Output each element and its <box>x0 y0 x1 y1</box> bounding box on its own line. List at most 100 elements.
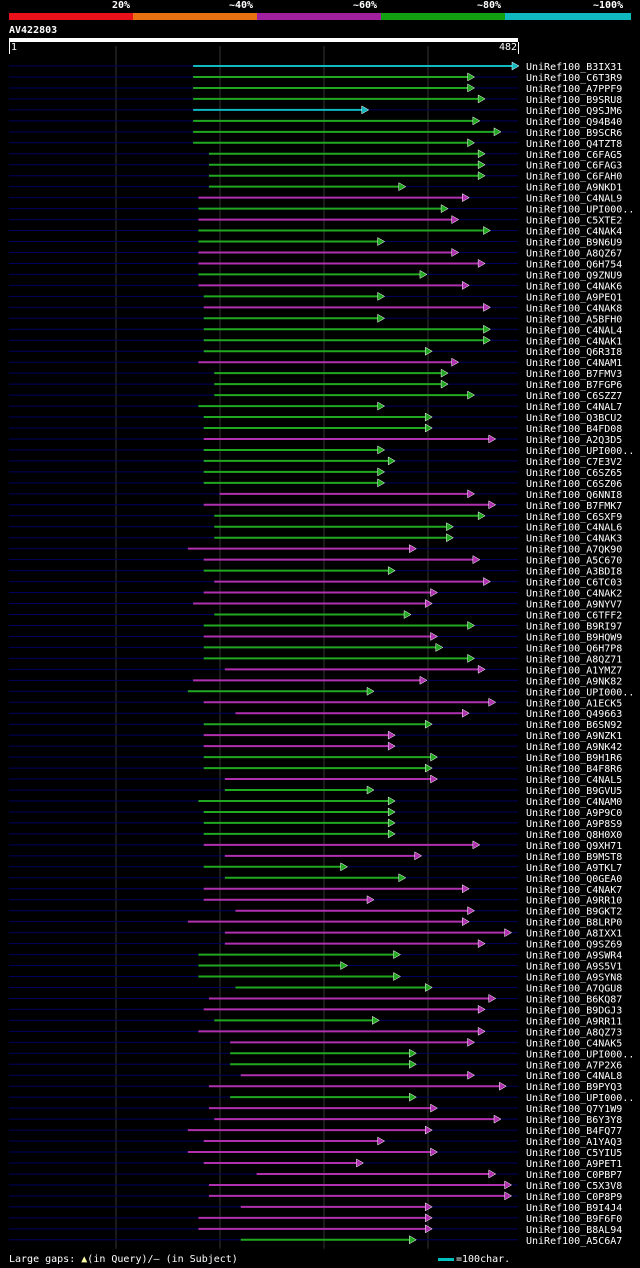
hit-label[interactable]: UniRef100_C4NAL5 <box>526 775 622 786</box>
hit-label[interactable]: UniRef100_A9NKD1 <box>526 183 622 194</box>
hit-label[interactable]: UniRef100_A1ECK5 <box>526 698 622 709</box>
hit-row[interactable]: UniRef100_Q6H7P8 <box>9 642 622 654</box>
hit-label[interactable]: UniRef100_A5C670 <box>526 556 622 567</box>
hit-row[interactable]: UniRef100_A9NZK1 <box>9 730 622 742</box>
hit-row[interactable]: UniRef100_C6FAG3 <box>9 160 622 172</box>
hit-label[interactable]: UniRef100_C6TFF2 <box>526 611 622 622</box>
hit-row[interactable]: UniRef100_B4FD08 <box>9 423 622 435</box>
hit-row[interactable]: UniRef100_B9PYQ3 <box>9 1081 622 1093</box>
hit-label[interactable]: UniRef100_A9P9C0 <box>526 808 622 819</box>
hit-row[interactable]: UniRef100_A2Q3D5 <box>9 434 622 446</box>
hit-label[interactable]: UniRef100_A8QZ67 <box>526 248 622 259</box>
hit-row[interactable]: UniRef100_B8AL94 <box>9 1224 622 1236</box>
hit-label[interactable]: UniRef100_A9PEQ1 <box>526 292 622 303</box>
hit-row[interactable]: UniRef100_A9NYV7 <box>9 599 622 611</box>
hit-label[interactable]: UniRef100_A9P8S9 <box>526 819 622 830</box>
hit-label[interactable]: UniRef100_Q8H0X0 <box>526 830 622 841</box>
hit-label[interactable]: UniRef100_A7P2X6 <box>526 1060 622 1071</box>
hit-label[interactable]: UniRef100_B8AL94 <box>526 1225 622 1236</box>
hit-row[interactable]: UniRef100_UPI000.. <box>9 204 634 216</box>
hit-label[interactable]: UniRef100_B9GVU5 <box>526 786 622 797</box>
hit-row[interactable]: UniRef100_B3IX31 <box>9 61 622 73</box>
hit-label[interactable]: UniRef100_A5C6A7 <box>526 1236 622 1247</box>
hit-row[interactable]: UniRef100_A9SWR4 <box>9 950 622 962</box>
hit-row[interactable]: UniRef100_C5YIU5 <box>9 1147 622 1159</box>
hit-label[interactable]: UniRef100_C7E3V2 <box>526 457 622 468</box>
hit-row[interactable]: UniRef100_B9HQW9 <box>9 632 622 643</box>
hit-label[interactable]: UniRef100_Q4TZT8 <box>526 139 622 150</box>
hit-row[interactable]: UniRef100_C4NAK5 <box>9 1037 622 1049</box>
hit-row[interactable]: UniRef100_C4NAK1 <box>9 335 622 347</box>
hit-row[interactable]: UniRef100_A8IXX1 <box>9 928 622 940</box>
hit-label[interactable]: UniRef100_C6TC03 <box>526 578 622 589</box>
hit-label[interactable]: UniRef100_B9MST8 <box>526 852 622 863</box>
hit-row[interactable]: UniRef100_Q94B40 <box>9 116 622 128</box>
hit-label[interactable]: UniRef100_Q7Y1W9 <box>526 1104 622 1115</box>
hit-row[interactable]: UniRef100_A8QZ67 <box>9 248 622 259</box>
hit-label[interactable]: UniRef100_A5BFH0 <box>526 314 622 325</box>
hit-label[interactable]: UniRef100_B9RI97 <box>526 621 622 632</box>
hit-row[interactable]: UniRef100_A9PET1 <box>9 1158 622 1170</box>
hit-label[interactable]: UniRef100_Q9SZ69 <box>526 940 622 951</box>
hit-label[interactable]: UniRef100_A9TKL7 <box>526 863 622 874</box>
hit-row[interactable]: UniRef100_B7FMK7 <box>9 500 622 512</box>
hit-row[interactable]: UniRef100_C6FAH0 <box>9 171 622 183</box>
hit-label[interactable]: UniRef100_A8IXX1 <box>526 929 622 940</box>
hit-label[interactable]: UniRef100_C6SXF9 <box>526 512 622 523</box>
hit-label[interactable]: UniRef100_UPI000.. <box>526 1093 634 1104</box>
hit-row[interactable]: UniRef100_Q3BCU2 <box>9 412 622 424</box>
hit-label[interactable]: UniRef100_C4NAK6 <box>526 281 622 292</box>
hit-label[interactable]: UniRef100_C0PBP7 <box>526 1170 622 1181</box>
hit-label[interactable]: UniRef100_A9NK42 <box>526 742 622 753</box>
hit-row[interactable]: UniRef100_C4NAK7 <box>9 884 622 896</box>
hit-label[interactable]: UniRef100_C6T3R9 <box>526 73 622 84</box>
hit-row[interactable]: UniRef100_C4NAK3 <box>9 533 622 545</box>
hit-row[interactable]: UniRef100_C7E3V2 <box>9 456 622 468</box>
hit-row[interactable]: UniRef100_Q9XH71 <box>9 840 622 852</box>
hit-row[interactable]: UniRef100_C4NAL6 <box>9 522 622 534</box>
hit-label[interactable]: UniRef100_Q3BCU2 <box>526 413 622 424</box>
hit-label[interactable]: UniRef100_C5YIU5 <box>526 1148 622 1159</box>
hit-row[interactable]: UniRef100_Q6R3I8 <box>9 346 622 358</box>
hit-row[interactable]: UniRef100_Q49663 <box>9 708 622 720</box>
hit-row[interactable]: UniRef100_B9F6F0 <box>9 1213 622 1225</box>
hit-row[interactable]: UniRef100_B9GKT2 <box>9 906 622 918</box>
hit-label[interactable]: UniRef100_B9SRU8 <box>526 95 622 106</box>
hit-label[interactable]: UniRef100_B9HQW9 <box>526 632 622 643</box>
hit-row[interactable]: UniRef100_B9GVU5 <box>9 785 622 797</box>
hit-label[interactable]: UniRef100_A9NYV7 <box>526 600 622 611</box>
hit-row[interactable]: UniRef100_A9NK82 <box>9 675 622 687</box>
hit-label[interactable]: UniRef100_A7QK90 <box>526 545 622 556</box>
hit-label[interactable]: UniRef100_A1YAQ3 <box>526 1137 622 1148</box>
hit-label[interactable]: UniRef100_A9SWR4 <box>526 951 622 962</box>
hit-row[interactable]: UniRef100_C4NAM1 <box>9 357 622 369</box>
hit-row[interactable]: UniRef100_B4FQ77 <box>9 1125 622 1137</box>
hit-label[interactable]: UniRef100_B9SCR6 <box>526 128 622 139</box>
hit-row[interactable]: UniRef100_A1YAQ3 <box>9 1136 622 1148</box>
hit-row[interactable]: UniRef100_A5C6A7 <box>9 1235 622 1247</box>
hit-label[interactable]: UniRef100_C0P8P9 <box>526 1192 622 1203</box>
hit-label[interactable]: UniRef100_A9NK82 <box>526 676 622 687</box>
hit-row[interactable]: UniRef100_Q9ZNU9 <box>9 269 622 281</box>
hit-label[interactable]: UniRef100_B7FMV3 <box>526 369 622 380</box>
hit-row[interactable]: UniRef100_A7PPF9 <box>9 83 622 95</box>
hit-label[interactable]: UniRef100_B4FQ77 <box>526 1126 622 1137</box>
hit-label[interactable]: UniRef100_C4NAL4 <box>526 325 622 336</box>
hit-row[interactable]: UniRef100_Q9SJM6 <box>9 105 622 117</box>
hit-row[interactable]: UniRef100_UPI000.. <box>9 686 634 698</box>
hit-label[interactable]: UniRef100_C4NAK8 <box>526 303 622 314</box>
hit-row[interactable]: UniRef100_A9RR10 <box>9 895 622 907</box>
hit-label[interactable]: UniRef100_B3IX31 <box>526 62 622 73</box>
hit-row[interactable]: UniRef100_A9P8S9 <box>9 818 622 830</box>
hit-row[interactable]: UniRef100_A3BDI8 <box>9 566 622 578</box>
hit-label[interactable]: UniRef100_C4NAK3 <box>526 534 622 545</box>
hit-row[interactable]: UniRef100_C4NAL7 <box>9 401 622 413</box>
hit-label[interactable]: UniRef100_C6SZ65 <box>526 468 622 479</box>
hit-row[interactable]: UniRef100_C6FAG5 <box>9 149 622 161</box>
hit-row[interactable]: UniRef100_C4NAL5 <box>9 774 622 786</box>
hit-label[interactable]: UniRef100_C4NAK5 <box>526 1038 622 1049</box>
hit-row[interactable]: UniRef100_UPI000.. <box>9 1092 634 1104</box>
hit-label[interactable]: UniRef100_B9H1R6 <box>526 753 622 764</box>
hit-row[interactable]: UniRef100_A9S5V1 <box>9 961 622 973</box>
hit-row[interactable]: UniRef100_B6SN92 <box>9 719 622 731</box>
